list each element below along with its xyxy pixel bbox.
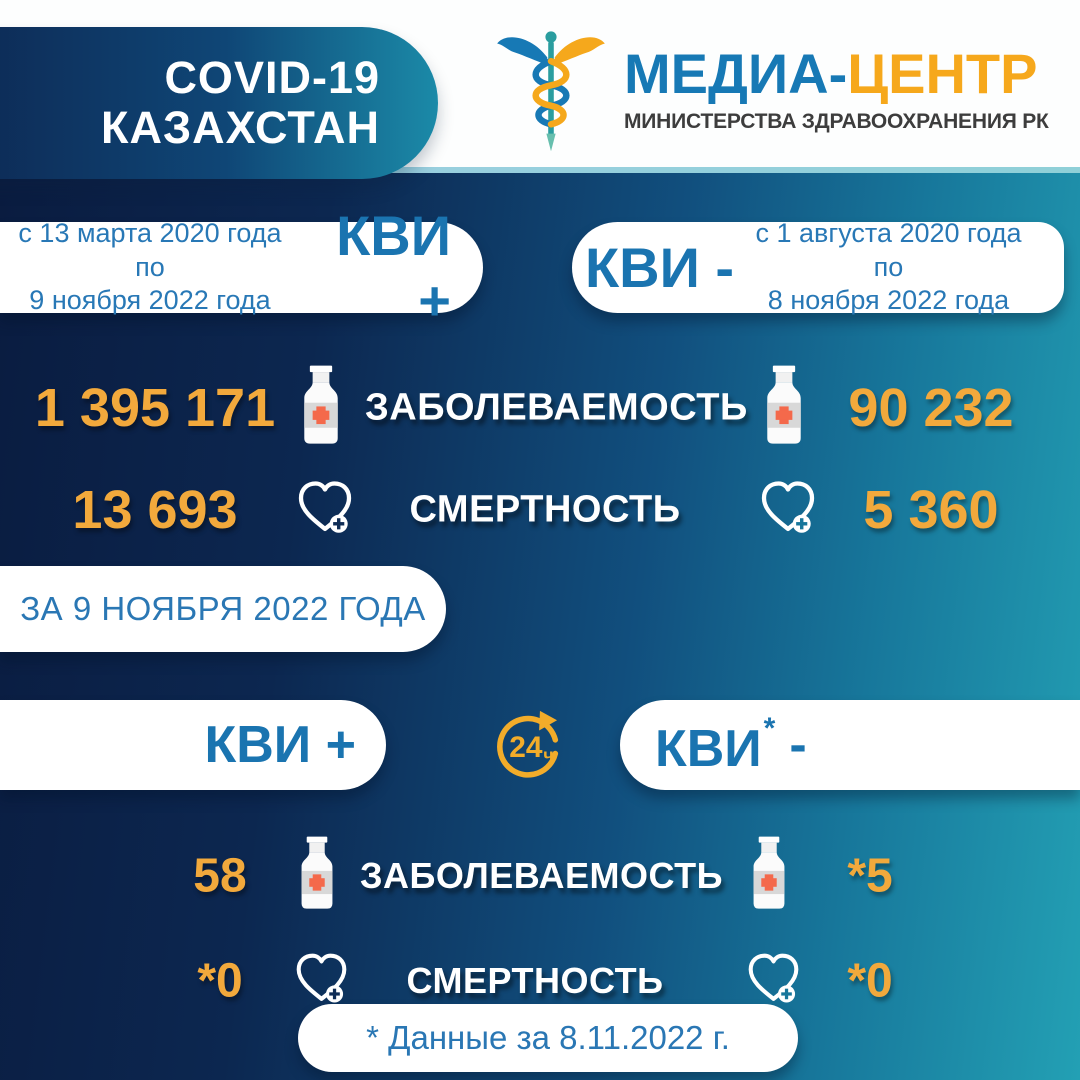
medicine-bottle-icon [758,365,810,451]
kvi-asterisk: * [763,711,776,745]
footnote-text: * Данные за 8.11.2022 г. [366,1019,730,1056]
kvi-positive-period: с 13 марта 2020 года по 9 ноября 2022 го… [0,217,300,318]
daily-kvi-negative-pill: КВИ* - [620,700,1080,790]
period-line1: с 1 августа 2020 года по [755,217,1022,282]
period-line2: 9 ноября 2022 года [29,285,271,316]
title-line2: КАЗАХСТАН [101,102,380,153]
kvi-negative-period: с 1 августа 2020 года по 8 ноября 2022 г… [747,217,1064,318]
daily-kvi-positive-label: КВИ + [204,716,356,774]
brand-part-center: ЦЕНТР [847,42,1038,105]
cases-positive-total: 1 395 171 [34,378,276,438]
daily-deaths-negative: *0 [847,954,893,1008]
brand-subtitle: МИНИСТЕРСТВА ЗДРАВООХРАНЕНИЯ РК [624,110,1049,133]
kvi-minus: - [789,716,807,774]
heart-plus-icon [758,479,818,541]
caduceus-icon [497,31,605,152]
24-hours-arrow-icon: 24 ч [497,710,559,778]
kvi-base: КВИ [655,719,762,778]
heart-plus-icon [293,952,350,1011]
brand-part-media: МЕДИА- [624,42,848,105]
header-divider [0,167,1080,173]
daily-deaths-label: СМЕРТНОСТЬ [406,960,664,1001]
period-line1: с 13 марта 2020 года по [18,217,282,282]
heart-plus-icon [295,479,355,541]
stat-row-deaths-total: 13 693 СМЕРТНОСТЬ 5 360 [0,467,1080,553]
daily-date-label: ЗА 9 НОЯБРЯ 2022 ГОДА [20,590,426,627]
cases-negative-total: 90 232 [848,378,1014,438]
title-line1: COVID-19 [164,51,380,103]
daily-cases-negative: *5 [847,849,893,903]
deaths-positive-total: 13 693 [72,480,238,540]
daily-cases-label: ЗАБОЛЕВАЕМОСТЬ [360,855,723,896]
daily-deaths-positive: *0 [197,954,243,1008]
badge-ch-text: ч [543,745,553,765]
daily-cases-positive: 58 [193,849,247,903]
kvi-negative-label: КВИ - [584,236,735,299]
stat-row-cases-daily: 58 ЗАБОЛЕВАЕМОСТЬ *5 [0,833,1080,919]
medicine-bottle-icon [295,365,347,451]
kvi-negative-period-pill: КВИ - с 1 августа 2020 года по 8 ноября … [572,218,1064,315]
badge-24-text: 24 [509,731,543,764]
kvi-positive-label: КВИ + [336,203,451,332]
daily-kvi-negative-label: КВИ* [655,712,775,779]
brand-name: МЕДИА-ЦЕНТР [624,46,1049,102]
deaths-label: СМЕРТНОСТЬ [409,488,681,531]
period-line2: 8 ноября 2022 года [767,285,1010,316]
media-center-logo: МЕДИА-ЦЕНТР МИНИСТЕРСТВА ЗДРАВООХРАНЕНИЯ… [492,24,1052,154]
medicine-bottle-icon [293,836,341,916]
stat-row-deaths-daily: *0 СМЕРТНОСТЬ *0 [0,938,1080,1024]
stat-row-cases-total: 1 395 171 ЗАБОЛЕВАЕМОСТЬ 90 232 [0,365,1080,451]
covid-title-banner: COVID-19 КАЗАХСТАН [0,27,438,179]
footnote-pill: * Данные за 8.11.2022 г. [298,1004,798,1072]
daily-kvi-positive-pill: КВИ + [0,700,386,790]
cases-label: ЗАБОЛЕВАЕМОСТЬ [365,386,748,429]
kvi-positive-period-pill: с 13 марта 2020 года по 9 ноября 2022 го… [0,204,483,332]
daily-date-pill: ЗА 9 НОЯБРЯ 2022 ГОДА [0,566,446,652]
deaths-negative-total: 5 360 [863,480,999,540]
